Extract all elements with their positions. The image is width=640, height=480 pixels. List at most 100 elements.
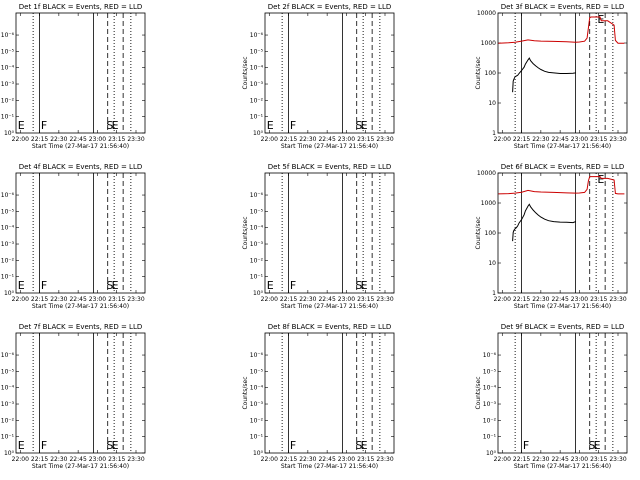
x-axis-label: Start Time (27-Mar-17 21:56:40)	[281, 303, 378, 310]
y-tick-label: 10⁻³	[1, 401, 15, 408]
flag-label: F	[41, 439, 47, 452]
x-axis-label: Start Time (27-Mar-17 21:56:40)	[281, 143, 378, 150]
x-tick-label: 23:30	[127, 456, 144, 463]
x-tick-label: 23:15	[357, 136, 374, 143]
y-tick-label: 10⁻¹	[483, 434, 497, 441]
flag-label: E	[597, 173, 604, 186]
x-tick-label: 23:00	[571, 296, 588, 303]
x-tick-label: 22:15	[31, 136, 48, 143]
plot-frame	[15, 172, 146, 294]
x-tick-label: 22:00	[12, 296, 29, 303]
x-tick-label: 22:15	[31, 296, 48, 303]
panel-title: Det 8f BLACK = Events, RED = LLD	[268, 323, 391, 331]
x-tick-label: 23:15	[108, 136, 125, 143]
x-tick-label: 22:45	[318, 296, 335, 303]
flag-label: E	[18, 279, 25, 292]
y-tick-label: 10⁰	[4, 130, 15, 137]
y-tick-label: 10⁻³	[1, 81, 15, 88]
y-tick-label: 10⁻³	[1, 241, 15, 248]
plot-frame	[264, 12, 395, 134]
x-tick-label: 23:15	[108, 456, 125, 463]
x-tick-label: 22:45	[69, 296, 86, 303]
x-tick-label: 23:15	[357, 456, 374, 463]
x-tick-label: 22:00	[12, 456, 29, 463]
x-tick-label: 23:30	[609, 296, 626, 303]
flag-label: S	[106, 279, 113, 292]
y-tick-label: 10⁻⁵	[1, 368, 15, 375]
flag-label: F	[290, 439, 296, 452]
x-tick-label: 23:00	[89, 136, 106, 143]
x-tick-label: 22:00	[494, 136, 511, 143]
plot-frame	[15, 12, 146, 134]
x-tick-label: 23:30	[127, 136, 144, 143]
y-axis-label: Counts/sec	[475, 56, 482, 89]
y-tick-label: 1000	[481, 200, 496, 207]
plot-frame	[264, 172, 395, 294]
flag-label: E	[112, 279, 119, 292]
x-tick-label: 23:15	[590, 136, 607, 143]
y-tick-label: 10⁰	[486, 450, 497, 457]
y-tick-label: 10⁻¹	[250, 274, 264, 281]
x-tick-label: 22:45	[551, 136, 568, 143]
flag-label: F	[290, 119, 296, 132]
x-tick-label: 23:00	[89, 296, 106, 303]
y-tick-label: 10⁻⁵	[1, 48, 15, 55]
y-tick-label: 100	[485, 230, 497, 237]
plot-frame	[15, 332, 146, 454]
y-tick-label: 10⁻²	[1, 417, 15, 424]
y-tick-label: 10⁻⁵	[250, 368, 264, 375]
y-tick-label: 10⁻¹	[250, 114, 264, 121]
x-tick-label: 22:15	[513, 136, 530, 143]
flag-label: S	[106, 119, 113, 132]
y-tick-label: 10⁻³	[250, 241, 264, 248]
y-tick-label: 10⁻⁶	[1, 192, 15, 199]
series-line	[498, 16, 625, 44]
x-tick-label: 22:30	[532, 456, 549, 463]
x-axis-label: Start Time (27-Mar-17 21:56:40)	[514, 463, 611, 470]
flag-label: F	[41, 119, 47, 132]
flag-label: E	[361, 119, 368, 132]
x-axis-label: Start Time (27-Mar-17 21:56:40)	[32, 463, 129, 470]
x-tick-label: 22:15	[513, 456, 530, 463]
y-tick-label: 10⁻⁵	[1, 208, 15, 215]
flag-label: S	[355, 439, 362, 452]
x-tick-label: 22:15	[31, 456, 48, 463]
flag-label: E	[18, 439, 25, 452]
panel-title: Det 7f BLACK = Events, RED = LLD	[19, 323, 142, 331]
y-tick-label: 10⁻⁴	[250, 65, 264, 72]
flag-label: E	[361, 279, 368, 292]
y-tick-label: 10⁻⁶	[250, 192, 264, 199]
x-tick-label: 23:00	[571, 456, 588, 463]
flag-label: E	[361, 439, 368, 452]
x-tick-label: 22:15	[280, 136, 297, 143]
panel-title: Det 5f BLACK = Events, RED = LLD	[268, 163, 391, 171]
y-tick-label: 10⁻³	[250, 401, 264, 408]
y-tick-label: 10⁻¹	[1, 434, 15, 441]
series-line	[512, 203, 576, 242]
x-tick-label: 22:00	[494, 296, 511, 303]
y-tick-label: 100	[485, 70, 497, 77]
x-tick-label: 22:00	[494, 456, 511, 463]
x-tick-label: 23:00	[571, 136, 588, 143]
flag-label: F	[523, 439, 529, 452]
y-tick-label: 10⁻²	[483, 417, 497, 424]
x-tick-label: 22:30	[532, 136, 549, 143]
y-tick-label: 10⁻⁶	[250, 352, 264, 359]
y-tick-label: 10⁰	[4, 450, 15, 457]
x-axis-label: Start Time (27-Mar-17 21:56:40)	[514, 303, 611, 310]
panel-title: Det 3f BLACK = Events, RED = LLD	[501, 3, 624, 11]
y-tick-label: 10⁻⁶	[1, 32, 15, 39]
x-tick-label: 23:15	[590, 296, 607, 303]
x-tick-label: 23:15	[108, 296, 125, 303]
y-tick-label: 10	[488, 100, 496, 107]
x-tick-label: 22:00	[12, 136, 29, 143]
x-tick-label: 22:45	[69, 456, 86, 463]
flag-label: E	[267, 279, 274, 292]
x-tick-label: 22:15	[280, 456, 297, 463]
